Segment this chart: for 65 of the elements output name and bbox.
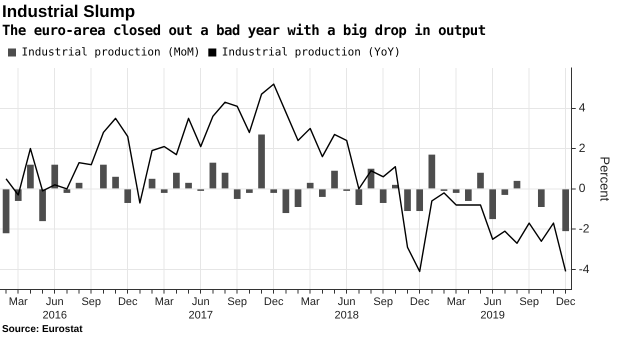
bar [234,189,241,199]
bar [331,170,338,188]
bar [452,189,460,193]
bar [514,180,520,188]
x-tick-label: Mar [154,296,174,308]
x-tick-label: Jun 2016 [42,296,67,322]
bar [100,164,107,188]
bar [306,182,314,188]
bar [562,189,569,232]
y-axis-title: Percent [598,156,613,202]
y-tick-label: -4 [578,262,590,276]
y-tick-label: 4 [578,100,586,115]
legend-label: Industrial production (YoY) [222,45,401,58]
source-note: Source: Eurostat [2,324,84,335]
bar [501,189,508,195]
x-tick-label: Jun 2017 [188,296,213,322]
x-tick-label: Sep [227,296,247,308]
bar [76,182,82,188]
x-tick-label: Mar [446,296,466,308]
y-tick-label: -2 [578,221,590,236]
bar [282,189,290,214]
bar [39,189,46,222]
bar [538,189,545,208]
x-tick-label: Dec [556,296,576,308]
bar [258,134,265,188]
y-tick-label: 2 [578,140,586,155]
bar [270,189,278,193]
bar [124,189,132,203]
x-tick-label: Jun 2019 [480,296,505,322]
bar [380,189,387,203]
x-tick-label: Sep [81,296,102,308]
bar [246,189,253,193]
bar [319,189,326,197]
bar [210,162,216,188]
bar [404,189,411,212]
x-tick-label: Mar [300,296,320,308]
bar [160,189,168,193]
bar [464,189,472,201]
x-tick-label: Mar [8,296,28,308]
x-tick-label: Sep [519,296,539,308]
bar [112,176,119,188]
x-tick-label: Sep [373,296,393,308]
bar [2,189,10,234]
bar [489,189,496,220]
bar [27,164,34,188]
chart-subtitle: The euro-area closed out a bad year with a big drop in output [2,23,487,39]
bar [294,189,302,208]
chart-title: Industrial Slump [2,2,136,22]
bar [416,189,424,212]
bar [64,189,70,193]
bar [148,178,156,188]
legend-label: Industrial production (MoM) [22,45,200,58]
y-tick-label: 0 [578,181,586,196]
x-tick-label: Dec [264,296,284,308]
bar [222,172,228,188]
x-tick-label: Jun 2018 [334,296,359,322]
bar [185,182,192,188]
x-tick-label: Dec [118,296,138,308]
bar [173,172,180,188]
x-tick-label: Dec [410,296,430,308]
bar [428,154,436,188]
bar [51,164,58,188]
bar [368,168,374,188]
bar [356,189,362,205]
bar [477,172,484,188]
